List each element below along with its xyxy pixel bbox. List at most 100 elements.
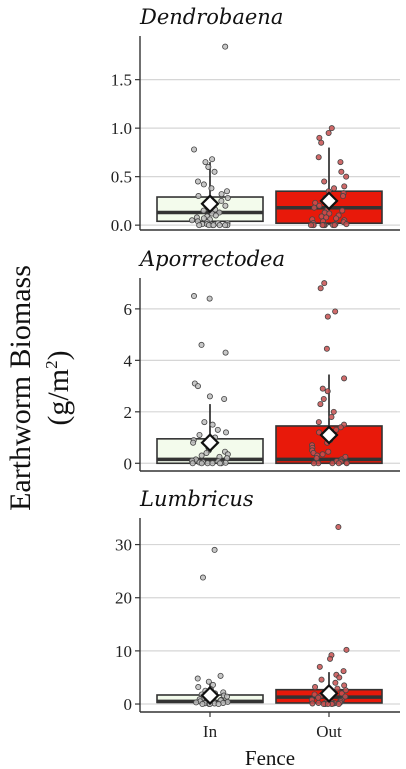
data-point — [337, 424, 344, 431]
data-point — [319, 385, 326, 392]
data-point — [203, 449, 210, 456]
data-point — [209, 156, 216, 163]
y-axis-title-end: ) — [42, 350, 75, 360]
data-point — [194, 178, 201, 185]
data-point — [324, 313, 331, 320]
data-point — [342, 687, 349, 694]
data-point — [326, 210, 333, 217]
data-point — [338, 168, 345, 175]
data-point — [317, 401, 324, 408]
data-point — [215, 701, 222, 708]
data-point — [202, 159, 209, 166]
y-tick-label: 1.0 — [111, 119, 132, 138]
y-axis-title-superscript: 2 — [42, 360, 61, 369]
data-point — [308, 222, 315, 229]
data-point — [223, 188, 230, 195]
data-point — [328, 125, 335, 132]
data-point — [217, 672, 224, 679]
data-point — [331, 222, 338, 229]
x-axis-title: Fence — [245, 746, 295, 769]
data-point — [317, 285, 324, 292]
data-point — [204, 460, 211, 467]
data-point — [316, 429, 323, 436]
mean-marker — [200, 194, 220, 214]
y-tick-label: 0.0 — [111, 216, 132, 235]
data-point — [334, 685, 341, 692]
data-point — [199, 701, 206, 708]
data-point — [343, 221, 350, 228]
data-point — [324, 388, 331, 395]
data-point — [313, 455, 320, 462]
data-point — [196, 222, 203, 229]
data-point — [200, 181, 207, 188]
data-point — [211, 168, 218, 175]
data-point — [332, 679, 339, 686]
y-tick-label: 6 — [124, 300, 133, 319]
data-point — [325, 129, 332, 136]
data-point — [221, 395, 228, 402]
x-tick-label-in: In — [203, 722, 218, 741]
data-point — [309, 700, 316, 707]
data-point — [191, 293, 198, 300]
data-point — [222, 43, 229, 50]
data-point — [335, 524, 342, 531]
data-point — [212, 212, 219, 219]
mean-marker — [319, 425, 339, 445]
data-point — [321, 280, 328, 287]
y-tick-label: 0 — [124, 454, 133, 473]
data-point — [318, 139, 325, 146]
data-point — [335, 701, 342, 708]
mean-marker — [319, 683, 339, 703]
data-point — [206, 393, 213, 400]
data-point — [211, 546, 218, 553]
y-axis-title-base: (g/m — [42, 369, 75, 426]
data-point — [208, 185, 215, 192]
y-tick-label: 20 — [115, 589, 132, 608]
data-point — [328, 413, 335, 420]
data-point — [315, 154, 322, 161]
data-point — [198, 341, 205, 348]
data-point — [323, 214, 330, 221]
y-tick-label: 0 — [124, 695, 133, 714]
data-point — [198, 460, 205, 467]
data-point — [195, 684, 202, 691]
data-point — [193, 699, 200, 706]
data-point — [214, 426, 221, 433]
data-point — [323, 345, 330, 352]
data-point — [343, 173, 350, 180]
y-tick-label: 1.5 — [111, 71, 132, 90]
data-point — [330, 408, 337, 415]
x-tick-label-out: Out — [316, 722, 342, 741]
data-point — [319, 451, 326, 458]
data-point — [340, 193, 347, 200]
mean-marker — [319, 191, 339, 211]
data-point — [319, 222, 326, 229]
data-point — [222, 349, 229, 356]
data-point — [340, 668, 347, 675]
data-point — [190, 439, 197, 446]
data-point — [218, 197, 225, 204]
data-point — [205, 678, 212, 685]
facet-title: Aporrectodea — [138, 247, 285, 271]
facet-title: Dendrobaena — [139, 5, 283, 29]
data-point — [320, 395, 327, 402]
data-point — [189, 460, 196, 467]
data-point — [198, 452, 205, 459]
data-point — [327, 655, 334, 662]
y-tick-label: 2 — [124, 403, 133, 422]
data-point — [216, 460, 223, 467]
mean-marker — [200, 685, 220, 706]
data-point — [329, 460, 336, 467]
data-point — [199, 574, 206, 581]
data-point — [332, 308, 339, 315]
data-point — [316, 134, 323, 141]
data-point — [216, 222, 223, 229]
data-point — [336, 674, 343, 681]
data-point — [325, 448, 332, 455]
data-point — [341, 375, 348, 382]
data-point — [201, 419, 208, 426]
data-point — [335, 460, 342, 467]
data-point — [315, 699, 322, 706]
facet-title: Lumbricus — [139, 487, 254, 511]
